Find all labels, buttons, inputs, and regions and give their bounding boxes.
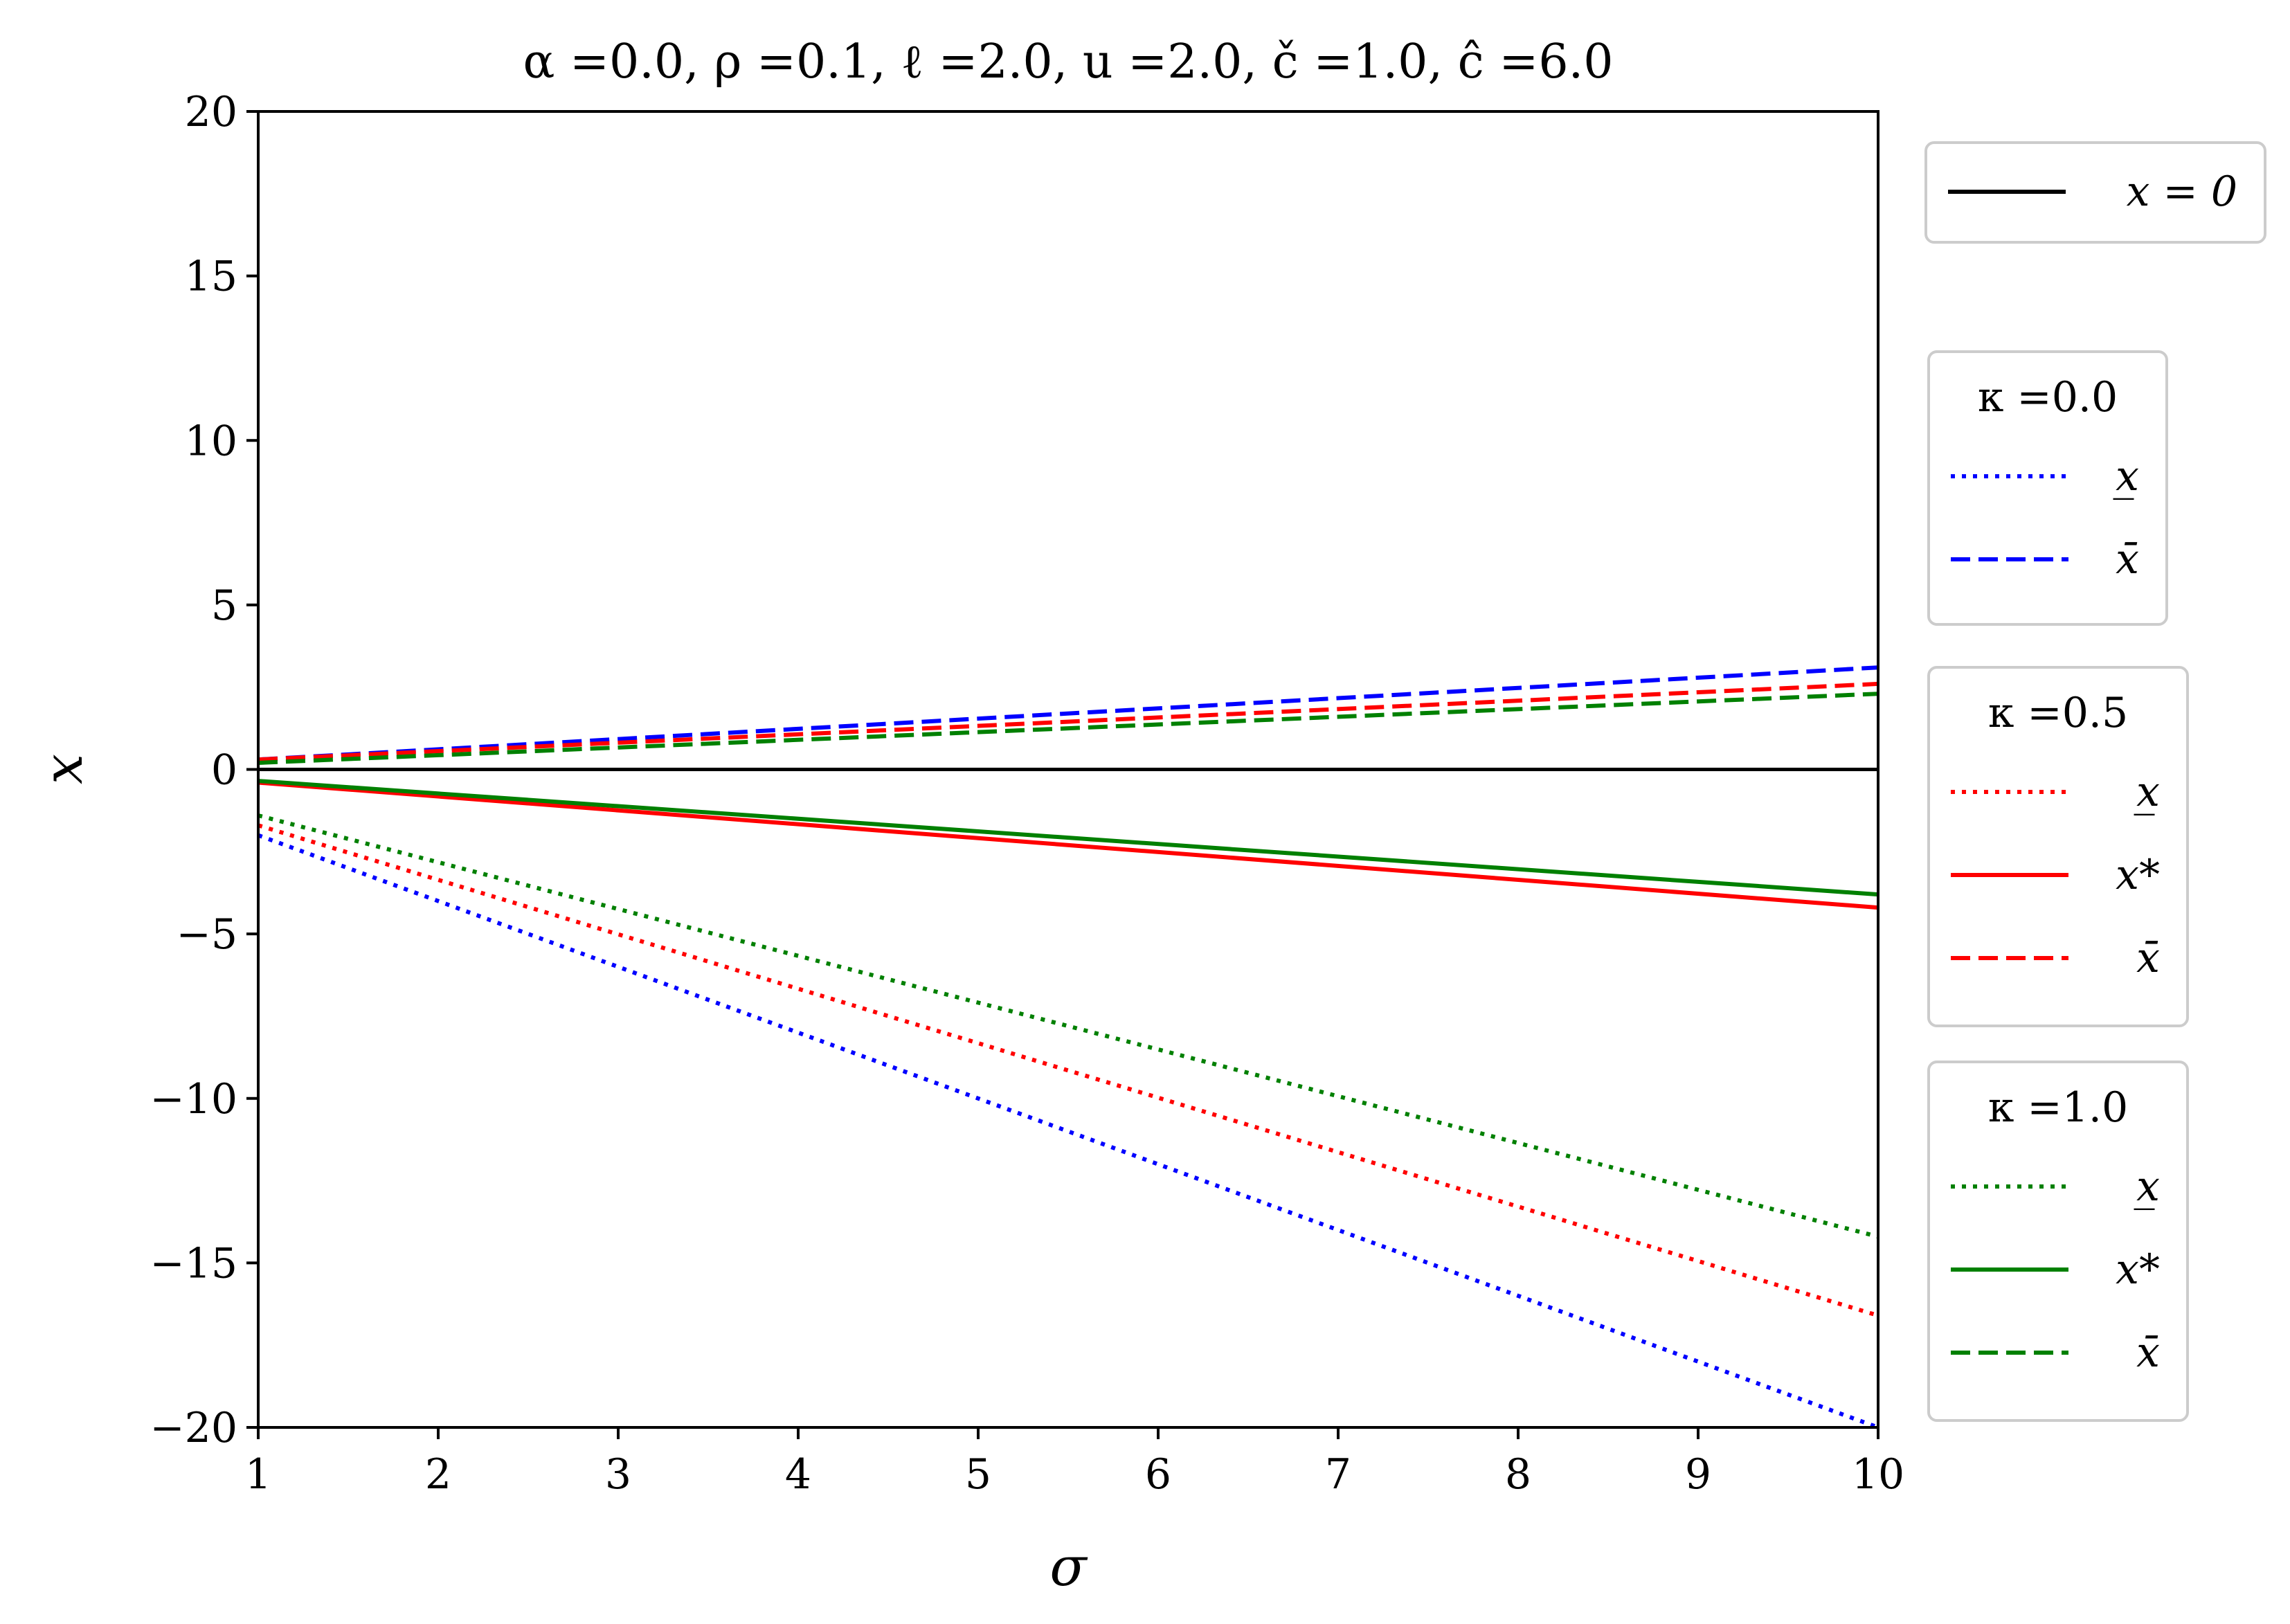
series-line-7 <box>258 779 1879 897</box>
y-tick-label: 5 <box>211 581 237 630</box>
y-tick-label: −15 <box>150 1239 237 1288</box>
legend-title: κ =0.0 <box>1978 373 2118 422</box>
x-tick-label: 1 <box>245 1450 271 1499</box>
legend-frame <box>1927 1061 2189 1422</box>
legend-label: x = 0 <box>2127 168 2237 216</box>
legend-label: x̄ <box>2116 535 2139 584</box>
x-tick-label: 4 <box>785 1450 811 1499</box>
legend-frame <box>1927 666 2189 1027</box>
legend: x = 0κ =0.0x̲x̄κ =0.5x̲x*x̄κ =1.0x̲x*x̄ <box>1924 141 2266 1422</box>
legend-box-2: κ =0.5x̲ x* x̄ <box>1927 666 2189 1027</box>
series-line-8 <box>258 692 1879 765</box>
y-tick-label: −10 <box>150 1075 237 1124</box>
legend-label: x̲ <box>2134 1162 2160 1211</box>
series-line-4 <box>258 780 1879 910</box>
x-tick-label: 7 <box>1325 1450 1351 1499</box>
x-tick-label: 5 <box>965 1450 991 1499</box>
legend-box-3: κ =1.0x̲ x* x̄ <box>1927 1061 2189 1422</box>
legend-frame <box>1924 141 2266 244</box>
y-tick-label: 10 <box>185 417 237 465</box>
x-tick-label: 8 <box>1505 1450 1531 1499</box>
y-tick-label: 15 <box>185 253 237 301</box>
y-tick-label: 0 <box>211 746 237 795</box>
y-axis: −20 −15 −10 −5 0 5 10 15 20 <box>150 88 258 1452</box>
x-tick-label: 6 <box>1145 1450 1171 1499</box>
legend-label: x* <box>2116 851 2160 899</box>
x-tick-label: 9 <box>1685 1450 1711 1499</box>
series-line-5 <box>258 681 1879 762</box>
series-line-1 <box>257 833 1879 1429</box>
x-tick-label: 10 <box>1852 1450 1904 1499</box>
x-axis-label: σ <box>1049 1536 1088 1598</box>
series-layer <box>257 665 1879 1429</box>
x-tick-label: 3 <box>605 1450 631 1499</box>
legend-box-1: κ =0.0 x̲ x̄ <box>1927 350 2168 626</box>
legend-label: x* <box>2116 1245 2160 1294</box>
legend-label: x̲ <box>2134 768 2160 816</box>
chart-title: α =0.0, ρ =0.1, ℓ =2.0, u =2.0, č =1.0, … <box>523 35 1614 89</box>
series-line-2 <box>258 665 1879 762</box>
legend-label: x̲ <box>2113 452 2139 500</box>
series-line-6 <box>258 813 1879 1239</box>
legend-box-0: x = 0 <box>1924 141 2266 244</box>
y-tick-label: −20 <box>150 1404 237 1452</box>
series-line-3 <box>258 823 1879 1318</box>
x-tick-label: 2 <box>425 1450 451 1499</box>
legend-label: x̄ <box>2136 1328 2160 1377</box>
legend-frame <box>1927 350 2168 626</box>
legend-title: κ =1.0 <box>1988 1083 2128 1132</box>
legend-title: κ =0.5 <box>1988 689 2128 737</box>
y-tick-label: −5 <box>177 910 237 959</box>
legend-label: x̄ <box>2136 934 2160 982</box>
x-axis: 1 2 3 4 5 6 7 8 9 10 <box>245 1427 1904 1499</box>
y-axis-label: x <box>33 754 95 784</box>
y-tick-label: 20 <box>185 88 237 136</box>
